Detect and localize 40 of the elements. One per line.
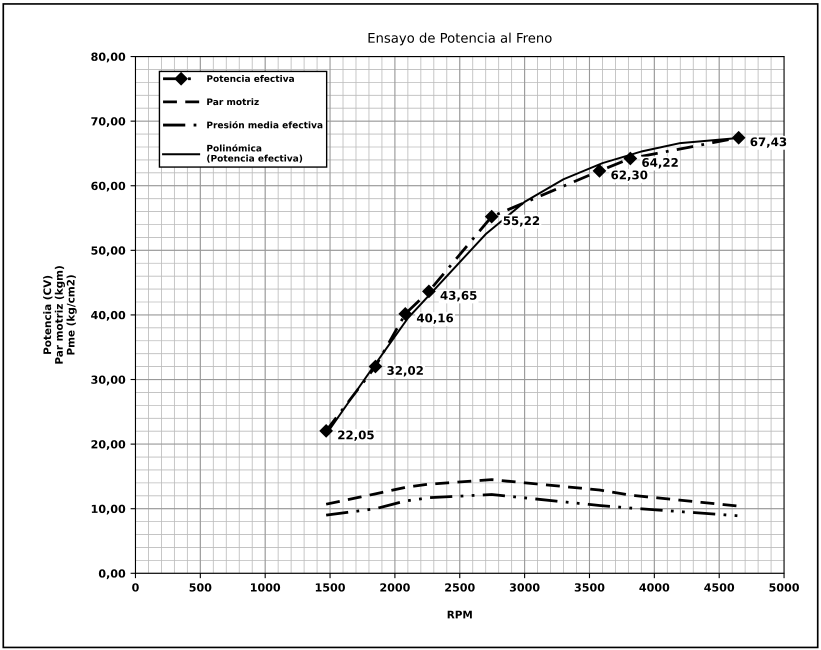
- legend-label: Potencia efectiva: [207, 75, 294, 82]
- data-label: 62,30: [611, 170, 648, 181]
- x-tick-label: 2500: [445, 583, 475, 592]
- y-tick-label: 30,00: [91, 375, 126, 386]
- x-axis-title: RPM: [448, 610, 472, 618]
- data-label: 55,22: [504, 216, 540, 227]
- data-label: 40,16: [416, 313, 454, 324]
- y-tick-label: 10,00: [92, 504, 126, 515]
- y-tick-label: 60,00: [91, 182, 126, 192]
- y-tick-label: 40,00: [91, 310, 126, 321]
- data-label: 32,02: [387, 366, 423, 376]
- chart-title: Ensayo de Potencia al Freno: [368, 32, 552, 46]
- data-label: 22,05: [338, 430, 374, 441]
- x-tick-label: 1500: [316, 583, 345, 592]
- y-tick-label: 20,00: [91, 440, 126, 450]
- x-tick-label: 5000: [769, 583, 799, 592]
- x-tick-label: 2000: [380, 583, 410, 592]
- line-series: [324, 493, 740, 518]
- data-label: 67,43: [750, 137, 786, 148]
- y-axis-title: Potencia (CV) Par motriz (kgm) Pme (kg/cm2): [43, 266, 77, 364]
- x-tick-label: 4500: [704, 583, 734, 592]
- y-tick-label: 70,00: [91, 117, 126, 127]
- x-tick-label: 500: [190, 583, 212, 592]
- legend-label: Presión media efectiva: [207, 121, 322, 128]
- y-tick-label: 80,00: [91, 52, 126, 62]
- x-tick-label: 4000: [639, 583, 670, 592]
- y-tick-label: 0,00: [98, 569, 126, 580]
- point: [624, 152, 637, 166]
- x-tick-label: 3000: [510, 583, 540, 592]
- data-label: 64,22: [642, 158, 678, 168]
- x-tick-label: 3500: [574, 583, 604, 592]
- data-label: 43,65: [440, 290, 477, 302]
- point: [592, 164, 606, 178]
- y-tick-label: 50,00: [91, 246, 126, 256]
- x-tick-label: 0: [132, 583, 139, 592]
- legend-label: Polinómica (Potencia efectiva): [207, 144, 302, 163]
- legend-label: Par motriz: [207, 98, 259, 106]
- point: [398, 307, 412, 320]
- point: [485, 210, 498, 224]
- x-tick-label: 1000: [250, 583, 280, 592]
